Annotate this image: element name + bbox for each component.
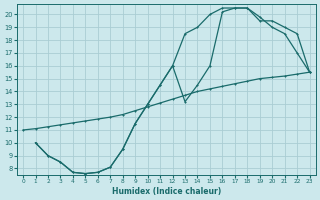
X-axis label: Humidex (Indice chaleur): Humidex (Indice chaleur) [112,187,221,196]
